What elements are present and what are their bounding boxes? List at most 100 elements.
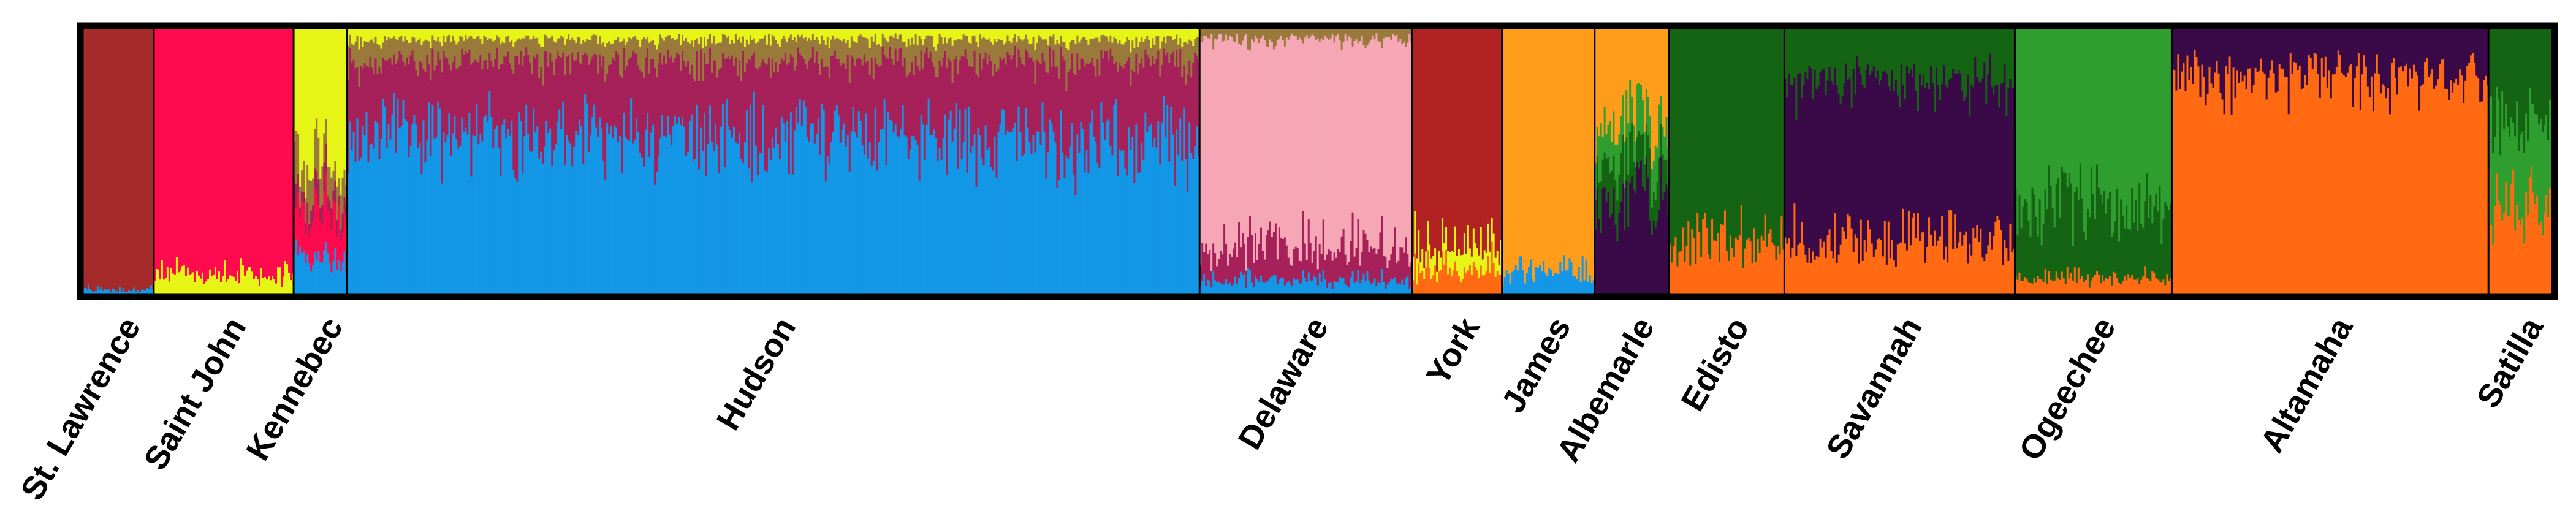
ancestry-segment (1397, 260, 1400, 284)
ancestry-segment (791, 29, 794, 40)
ancestry-segment (2092, 29, 2095, 194)
ancestry-segment (718, 42, 721, 70)
ancestry-segment (1965, 29, 1967, 97)
ancestry-segment (1261, 35, 1264, 251)
ancestry-segment (727, 29, 730, 36)
ancestry-segment (1199, 29, 1202, 37)
ancestry-segment (1089, 62, 1092, 123)
ancestry-segment (1379, 29, 1382, 42)
ancestry-segment (2472, 53, 2474, 295)
ancestry-segment (501, 64, 504, 126)
ancestry-segment (696, 51, 699, 105)
ancestry-segment (2092, 277, 2095, 295)
ancestry-segment (1620, 153, 1622, 202)
ancestry-segment (230, 29, 234, 276)
ancestry-segment (623, 38, 625, 49)
ancestry-segment (1744, 248, 1747, 295)
ancestry-segment (443, 35, 445, 52)
ancestry-segment (1117, 176, 1119, 295)
ancestry-segment (1187, 29, 1189, 44)
ancestry-segment (419, 61, 422, 144)
ancestry-segment (1078, 29, 1081, 43)
ancestry-segment (522, 65, 524, 173)
ancestry-segment (551, 165, 553, 295)
ancestry-segment (2217, 73, 2221, 295)
ancestry-segment (1209, 250, 1211, 282)
ancestry-segment (2166, 29, 2168, 206)
ancestry-segment (896, 38, 899, 61)
ancestry-segment (1372, 29, 1375, 36)
ancestry-segment (2507, 126, 2509, 216)
ancestry-segment (1216, 39, 1218, 267)
ancestry-segment (2101, 275, 2104, 295)
ancestry-segment (142, 290, 145, 295)
ancestry-segment (1823, 29, 1826, 69)
ancestry-segment (218, 271, 221, 295)
ancestry-segment (2048, 271, 2051, 295)
ancestry-segment (2444, 29, 2447, 89)
ancestry-segment (387, 37, 390, 60)
ancestry-segment (531, 39, 533, 74)
ancestry-segment (995, 29, 998, 43)
ancestry-segment (1111, 56, 1114, 156)
ancestry-segment (1001, 40, 1004, 61)
ancestry-segment (584, 53, 587, 94)
ancestry-segment (1278, 38, 1281, 228)
ancestry-segment (400, 36, 403, 55)
ancestry-segment (786, 42, 789, 66)
ancestry-segment (549, 128, 552, 295)
ancestry-segment (1963, 29, 1966, 102)
ancestry-segment (351, 43, 354, 63)
ancestry-segment (1819, 238, 1822, 295)
ancestry-segment (1377, 29, 1380, 42)
ancestry-segment (938, 148, 941, 295)
ancestry-segment (1641, 134, 1644, 188)
ancestry-segment (1685, 29, 1688, 246)
ancestry-segment (1412, 29, 1415, 257)
ancestry-segment (1603, 186, 1606, 295)
ancestry-segment (124, 29, 127, 292)
ancestry-segment (1324, 260, 1327, 280)
ancestry-segment (1937, 29, 1940, 86)
ancestry-segment (1972, 29, 1975, 88)
ancestry-segment (1152, 147, 1154, 295)
ancestry-segment (244, 29, 246, 276)
ancestry-segment (716, 144, 719, 295)
ancestry-segment (1115, 29, 1117, 39)
ancestry-segment (863, 154, 866, 295)
ancestry-segment (505, 29, 507, 37)
ancestry-segment (1880, 240, 1883, 295)
ancestry-segment (1038, 61, 1041, 132)
ancestry-segment (1381, 29, 1384, 48)
ancestry-segment (1893, 29, 1896, 91)
ancestry-segment (105, 29, 108, 290)
ancestry-segment (1163, 48, 1165, 96)
ancestry-segment (705, 176, 708, 295)
ancestry-segment (1889, 29, 1892, 91)
ancestry-segment (321, 262, 324, 295)
ancestry-segment (2124, 276, 2126, 295)
ancestry-segment (2498, 100, 2500, 201)
ancestry-segment (1008, 29, 1011, 42)
ancestry-segment (2240, 29, 2243, 72)
ancestry-segment (1100, 102, 1103, 295)
ancestry-segment (1130, 52, 1132, 86)
ancestry-segment (1073, 29, 1076, 40)
ancestry-segment (1717, 29, 1719, 233)
ancestry-segment (1720, 29, 1723, 225)
ancestry-segment (1084, 172, 1086, 295)
ancestry-segment (1514, 265, 1518, 295)
ancestry-segment (2415, 29, 2417, 72)
ancestry-segment (1326, 38, 1329, 255)
ancestry-segment (2079, 279, 2082, 295)
ancestry-segment (430, 48, 432, 81)
ancestry-segment (736, 29, 739, 40)
ancestry-segment (2282, 69, 2285, 295)
ancestry-segment (1810, 29, 1813, 69)
ancestry-segment (2057, 178, 2060, 278)
ancestry-segment (2129, 278, 2132, 295)
ancestry-segment (2002, 29, 2004, 83)
ancestry-segment (1329, 29, 1332, 39)
ancestry-segment (1514, 29, 1518, 266)
ancestry-segment (362, 47, 365, 69)
